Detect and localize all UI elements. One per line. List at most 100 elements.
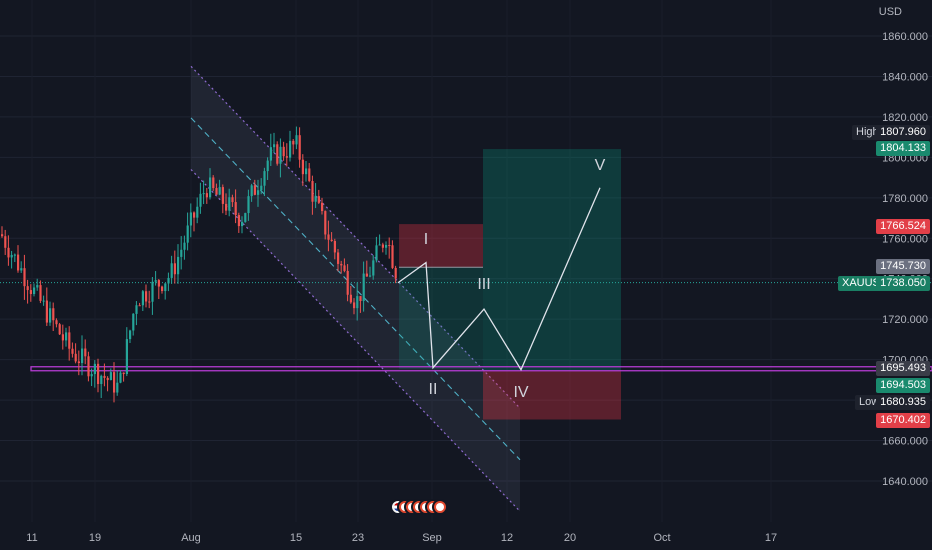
candle-body [10,254,13,258]
candle-body [55,320,58,325]
candle-body [180,249,183,257]
candle-body [253,185,256,195]
candle-body [49,308,52,323]
candle-body [369,275,372,277]
y-tick-label: 1720.000 [882,314,928,326]
elliott-wave-path [397,187,601,372]
y-tick-label: 1660.000 [882,436,928,448]
candle-body [391,245,394,268]
candle-body [285,156,288,158]
candle-body [365,273,368,277]
candle-body [273,144,276,148]
channel-mid-line [190,117,521,461]
candle-body [205,193,208,198]
candle-body [45,300,48,323]
candle-body [356,296,359,309]
candle-body [138,305,141,307]
x-tick-label: 20 [564,532,576,544]
channel-upper-line [190,65,521,409]
candle-body [196,206,199,218]
candle-body [141,291,144,306]
candle-body [372,260,375,276]
y-tick-label: 1780.000 [882,193,928,205]
candle-body [52,308,55,321]
candlesticks [1,126,397,403]
target-price-badge: 1804.133 [876,141,930,156]
wave-overlay[interactable] [397,187,601,372]
current-price-badge: 1738.050 [876,276,930,291]
high-tag: High [852,125,883,140]
candle-body [65,332,68,341]
candle-body [119,372,122,383]
x-tick-label: Aug [181,532,201,544]
candle-body [157,280,160,287]
y-tick-label: 1640.000 [882,476,928,488]
candle-body [93,363,96,375]
candle-body [193,212,196,218]
stop-long-badge: 1670.402 [876,413,930,428]
candle-body [241,221,244,227]
candle-body [58,324,61,335]
candle-body [61,334,64,341]
candle-body [4,236,7,248]
wave-label-iii: III [477,276,491,293]
candle-body [74,353,77,362]
support-price-badge: 1695.493 [876,361,930,376]
candle-body [106,377,109,381]
candle-body [257,190,260,195]
candle-body [209,177,212,198]
candle-body [90,374,93,377]
long-stop-zone [483,370,621,420]
support-line [30,366,932,372]
candle-body [282,146,285,157]
candle-body [71,348,74,354]
candle-body [68,332,71,349]
candle-body [330,239,333,242]
economic-events[interactable] [390,499,448,515]
y-tick-label: 1820.000 [882,112,928,124]
candle-body [279,146,282,164]
candle-body [170,263,173,278]
candle-body [42,300,45,302]
x-tick-label: 23 [352,532,364,544]
candle-body [26,286,29,291]
y-tick-label: 1760.000 [882,233,928,245]
candle-body [132,313,135,331]
y-tick-label: 1860.000 [882,31,928,43]
candle-body [189,212,192,226]
candle-body [103,375,106,378]
candle-body [77,361,80,364]
entry-price-badge: 1694.503 [876,378,930,393]
candle-body [301,159,304,175]
channel-fill [191,66,520,512]
candle-body [7,247,10,258]
channel-lower-line [190,169,521,512]
candle-body [161,286,164,292]
candle-body [378,244,381,246]
candle-body [292,140,295,145]
low-value-badge: 1680.935 [876,395,930,410]
candle-body [39,285,42,301]
candle-body [353,302,356,309]
drawing-tools[interactable] [0,65,932,512]
candle-body [394,267,397,279]
candle-body [212,177,215,189]
candle-body [289,140,292,158]
candle-body [100,375,103,384]
event-icon[interactable] [432,499,448,515]
candle-body [362,273,365,301]
candle-body [20,268,23,271]
x-tick-label: 17 [765,532,777,544]
grid-lines [0,35,932,482]
candle-body [321,202,324,212]
marker-price-badge: 1745.730 [876,259,930,274]
candle-body [33,287,36,295]
candle-body [129,330,132,340]
candle-body [337,252,340,264]
candle-body [314,196,317,202]
y-tick-label: 1840.000 [882,71,928,83]
candle-body [247,196,250,214]
candle-body [260,185,263,191]
candle-body [375,245,378,261]
